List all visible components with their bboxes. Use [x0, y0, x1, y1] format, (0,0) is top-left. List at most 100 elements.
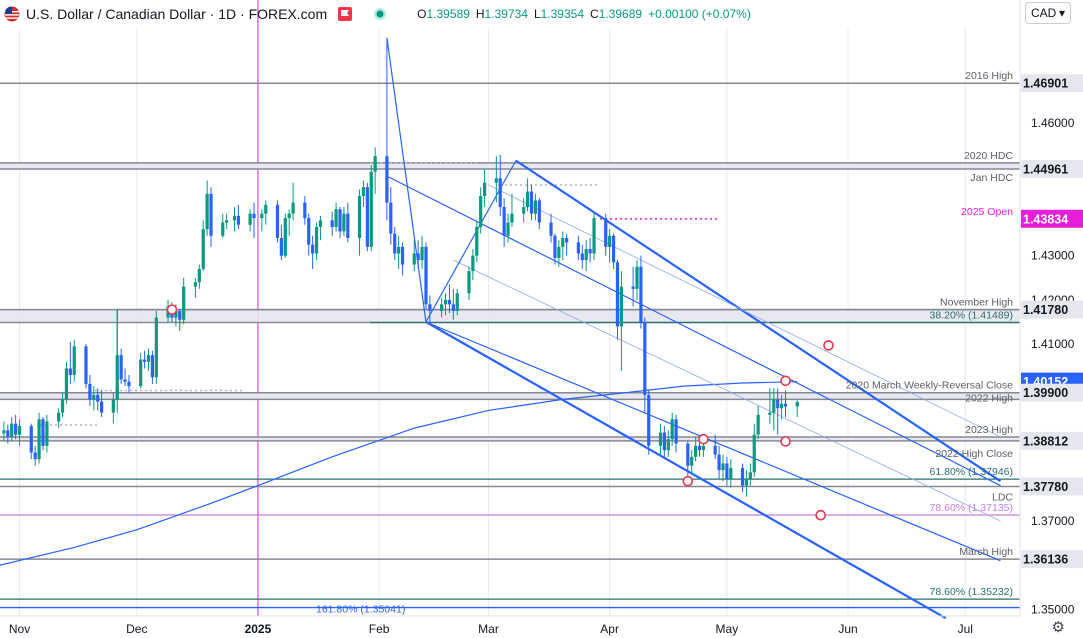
candle-body: [510, 213, 514, 223]
candle-body: [611, 235, 616, 263]
candle-body: [361, 187, 366, 196]
time-tick-label: 2025: [245, 622, 272, 636]
candle-body: [221, 222, 225, 236]
time-tick-label: Nov: [9, 622, 30, 636]
trendline-pitch: [425, 160, 517, 323]
candle-body: [697, 445, 702, 451]
candle-body: [275, 204, 280, 238]
sma-line: [0, 381, 798, 566]
candle-body: [287, 213, 291, 219]
grid-lines: [19, 0, 966, 616]
candle-body: [72, 346, 76, 376]
candle-body: [260, 213, 264, 219]
level-label: 2020 March Weekly-Reversal Close: [846, 380, 1013, 392]
candle-body: [451, 304, 455, 311]
candle-body: [291, 202, 295, 214]
ohlc-readout: O1.39589 H1.39734 L1.39354 C1.39689 +0.0…: [417, 7, 751, 21]
candle-body: [557, 246, 561, 258]
candle-body: [686, 443, 690, 466]
candle-body: [635, 266, 639, 289]
candle-body: [631, 286, 635, 289]
candle-body: [248, 213, 252, 225]
candle-body: [68, 368, 72, 376]
candle-body: [647, 394, 651, 446]
price-axis-bg: [1020, 0, 1083, 638]
candle-body: [37, 419, 41, 460]
pivot-marker: [166, 304, 178, 315]
candle-body: [717, 454, 721, 471]
price-axis[interactable]: 1.460001.430001.420001.410001.370001.350…: [1019, 0, 1083, 638]
candle-body: [783, 403, 788, 407]
level-label: 61.80% (1.37946): [930, 466, 1013, 478]
level-label: 2022 High Close: [935, 448, 1013, 460]
candle-body: [236, 215, 240, 225]
candle-body: [643, 322, 647, 395]
candle-body: [115, 355, 119, 400]
candle-body: [740, 467, 745, 486]
candle-body: [342, 213, 346, 232]
candle-body: [197, 268, 201, 283]
candle-body: [619, 286, 623, 327]
us-flag-icon: [4, 6, 20, 22]
symbol-title[interactable]: U.S. Dollar / Canadian Dollar · 1D · FOR…: [26, 6, 328, 22]
candle-body: [232, 215, 237, 221]
candle-body: [88, 383, 92, 400]
candle-body: [84, 346, 88, 384]
gear-icon[interactable]: ⚙: [1051, 619, 1065, 636]
candle-body: [592, 218, 596, 254]
candle-body: [729, 467, 733, 479]
trendline-channel-upper: [515, 159, 1002, 483]
candle-body: [482, 182, 487, 196]
price-tick-label: 1.35000: [1031, 602, 1075, 616]
level-label: 161.80% (1.35041): [316, 604, 405, 616]
candle-body: [119, 355, 123, 380]
level-label: November High: [940, 297, 1013, 309]
candle-body: [139, 359, 143, 387]
candle-body: [41, 419, 45, 446]
chart-header: U.S. Dollar / Canadian Dollar · 1D · FOR…: [0, 0, 751, 28]
price-tag: 1.36136: [1023, 553, 1068, 567]
candle-body: [146, 355, 151, 362]
pivot-marker: [698, 433, 709, 445]
currency-dropdown[interactable]: CAD ▾: [1025, 2, 1071, 24]
flag-icon[interactable]: [337, 6, 353, 22]
candle-body: [178, 310, 182, 320]
level-label: March High: [959, 546, 1013, 558]
price-tag-bg: [1021, 383, 1083, 402]
level-label: Jan HDC: [970, 172, 1013, 184]
candle-body: [174, 310, 178, 318]
time-axis[interactable]: Nov Dec 2025 Feb Mar Apr May Jun Jul: [0, 615, 1020, 636]
level-band: [0, 392, 1020, 400]
candle-body: [397, 246, 401, 254]
level-band: [0, 309, 1020, 323]
candle-body: [440, 304, 444, 311]
pivot-marker: [780, 375, 791, 387]
candle-body: [455, 293, 459, 311]
candle-body: [279, 238, 283, 256]
candle-body: [565, 238, 569, 243]
candle-body: [92, 394, 96, 400]
candle-body: [2, 430, 6, 434]
price-tag-bg: [1021, 74, 1083, 93]
level-label: 2020 HDC: [964, 150, 1013, 162]
level-label: LDC: [992, 491, 1013, 503]
candle-body: [580, 253, 584, 261]
trendline-inner-light: [453, 259, 1001, 522]
level-band: [0, 436, 1020, 441]
pivot-marker: [815, 509, 826, 521]
price-tag-bg: [1021, 477, 1083, 496]
candle-body: [365, 187, 369, 247]
candle-body: [471, 255, 475, 272]
candle-body: [479, 196, 483, 227]
candle-body: [303, 202, 307, 219]
pivot-marker: [682, 475, 694, 487]
level-band: [0, 162, 1020, 169]
candle-body: [447, 299, 452, 305]
candle-body: [10, 423, 14, 437]
level-label: 2025 Open: [961, 206, 1013, 218]
candle-body: [701, 445, 706, 451]
candle-body: [142, 359, 147, 362]
candle-body: [334, 209, 338, 227]
candle-body: [748, 472, 752, 479]
